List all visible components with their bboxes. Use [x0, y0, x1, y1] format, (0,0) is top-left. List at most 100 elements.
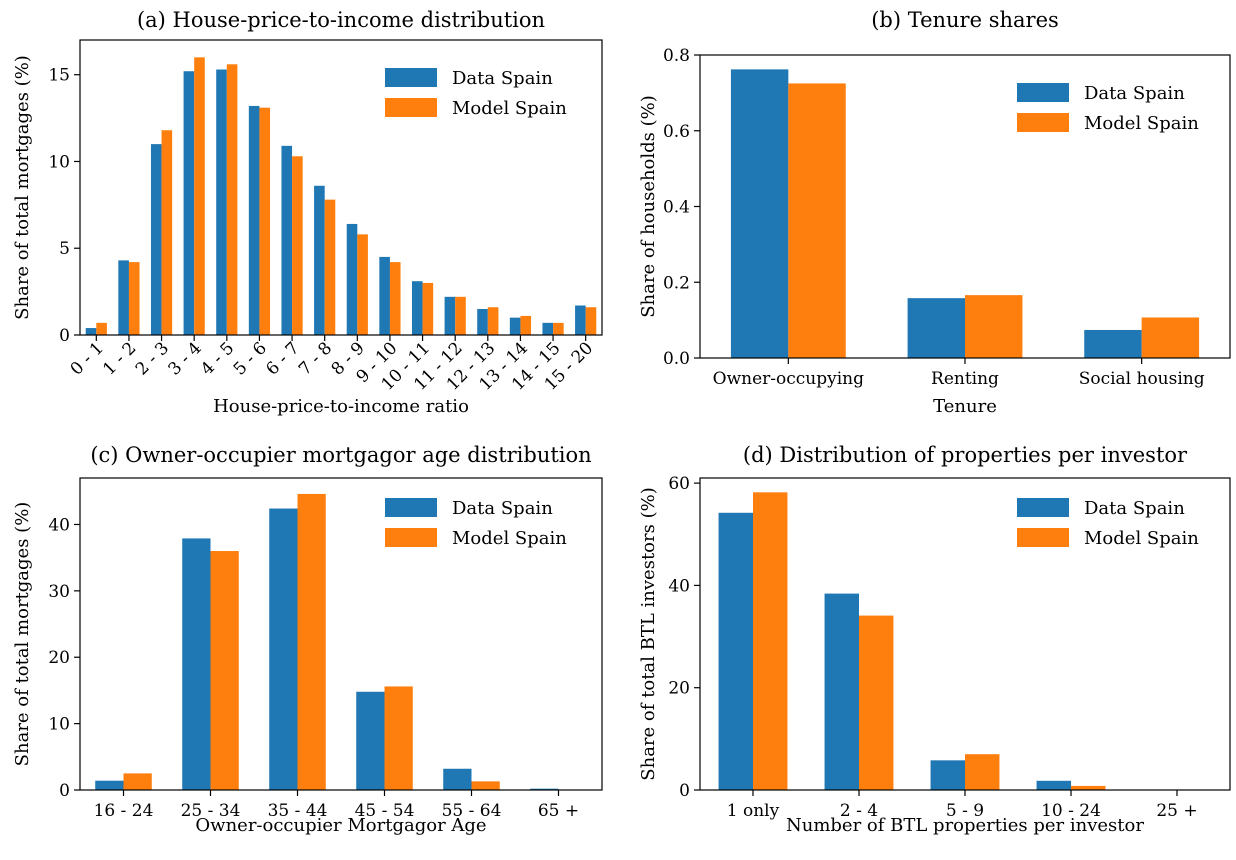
bar-model-1 — [859, 615, 894, 790]
bar-model-9 — [389, 262, 401, 335]
bar-data-0 — [85, 328, 97, 335]
chart-title: (a) House-price-to-income distribution — [137, 8, 545, 32]
y-tick-label: 0.4 — [663, 198, 690, 218]
bar-data-0 — [730, 69, 789, 358]
bar-model-0 — [96, 322, 107, 335]
bar-model-1 — [210, 551, 239, 790]
bar-model-0 — [753, 492, 788, 790]
bar-model-2 — [965, 754, 1000, 790]
x-axis-label: Tenure — [933, 396, 997, 417]
bar-data-3 — [1036, 780, 1071, 790]
legend: Data Spain Model Spain — [1017, 498, 1199, 549]
y-tick-label: 60 — [668, 474, 690, 494]
x-tick-label: Renting — [931, 369, 999, 389]
bar-data-10 — [411, 281, 423, 335]
bar-model-2 — [161, 130, 173, 335]
legend: Data Spain Model Spain — [385, 68, 567, 119]
bar-model-4 — [226, 64, 238, 335]
x-tick-label: 2 - 3 — [132, 338, 173, 379]
legend-swatch-data — [1017, 498, 1069, 517]
chart-panel-3: (d) Distribution of properties per inves… — [638, 443, 1231, 836]
chart-title: (d) Distribution of properties per inves… — [743, 443, 1188, 467]
legend: Data Spain Model Spain — [1017, 83, 1199, 134]
bar-data-15 — [575, 305, 586, 335]
bar-data-14 — [542, 322, 554, 335]
bar-model-12 — [487, 307, 499, 335]
legend-swatch-data — [1017, 83, 1069, 102]
x-tick-label: 35 - 44 — [268, 801, 328, 821]
bar-data-7 — [314, 185, 325, 335]
bar-model-3 — [1071, 785, 1106, 790]
y-tick-label: 40 — [48, 515, 70, 535]
bar-data-5 — [530, 788, 559, 790]
legend-swatch-model — [1017, 528, 1069, 547]
bar-data-2 — [930, 760, 965, 790]
legend-label: Model Spain — [452, 98, 567, 119]
bar-model-5 — [259, 107, 271, 335]
bar-model-0 — [123, 773, 152, 790]
bar-data-1 — [118, 260, 129, 335]
y-tick-label: 40 — [668, 576, 690, 596]
y-tick-label: 0.8 — [663, 46, 690, 66]
y-tick-label: 5 — [59, 239, 70, 259]
bar-model-4 — [471, 781, 500, 790]
x-tick-label: 3 - 4 — [165, 338, 206, 379]
bar-data-5 — [248, 105, 260, 335]
x-tick-label: 6 - 7 — [262, 338, 303, 379]
y-tick-label: 20 — [48, 648, 70, 668]
chart-panel-2: (c) Owner-occupier mortgagor age distrib… — [12, 443, 603, 836]
bar-data-11 — [444, 296, 456, 335]
bar-data-4 — [443, 768, 472, 790]
legend-label: Model Spain — [1084, 113, 1199, 134]
bar-data-13 — [509, 317, 521, 335]
bar-model-10 — [422, 282, 434, 335]
legend-label: Data Spain — [1084, 83, 1185, 104]
y-tick-label: 0.2 — [663, 273, 690, 293]
bar-model-1 — [128, 262, 140, 335]
bar-model-2 — [1141, 317, 1200, 358]
y-tick-label: 0 — [679, 781, 690, 801]
legend-swatch-model — [385, 98, 437, 117]
y-axis-label: Share of total mortgages (%) — [12, 502, 33, 767]
chart-title: (b) Tenure shares — [871, 8, 1059, 32]
bar-model-6 — [292, 156, 303, 335]
chart-panel-0: (a) House-price-to-income distribution 0 5… — [12, 8, 603, 417]
x-tick-label: 65 + — [538, 801, 579, 821]
chart-title: (c) Owner-occupier mortgagor age distrib… — [90, 443, 591, 467]
chart-panel-1: (b) Tenure shares 0.0 0.2 0.4 0.6 0.8 Owner-oc… — [638, 8, 1231, 417]
bar-model-1 — [965, 295, 1023, 358]
bar-data-3 — [356, 691, 385, 790]
legend-label: Data Spain — [452, 68, 553, 89]
bar-model-3 — [194, 57, 205, 336]
bar-model-13 — [520, 315, 532, 335]
x-axis-label: House-price-to-income ratio — [213, 396, 469, 417]
y-tick-label: 20 — [668, 679, 690, 699]
y-tick-label: 0.6 — [663, 122, 690, 142]
legend-label: Model Spain — [1084, 528, 1199, 549]
x-tick-label: Owner-occupying — [713, 369, 864, 389]
x-tick-label: 5 - 9 — [946, 801, 984, 821]
bar-data-4 — [216, 69, 227, 335]
x-tick-label: 10 - 24 — [1041, 801, 1101, 821]
x-tick-label: Social housing — [1079, 369, 1205, 389]
bar-data-8 — [346, 223, 358, 335]
plot-frame — [79, 39, 603, 336]
bar-model-7 — [324, 199, 336, 335]
bar-model-2 — [297, 493, 326, 790]
x-tick-label: 1 only — [727, 801, 780, 821]
y-axis-label: Share of total mortgages (%) — [12, 55, 33, 320]
legend-label: Data Spain — [1084, 498, 1185, 519]
bar-data-9 — [379, 256, 390, 335]
y-tick-label: 15 — [48, 66, 70, 86]
y-tick-label: 0.0 — [663, 349, 690, 369]
bar-data-1 — [824, 593, 859, 790]
bar-data-1 — [907, 298, 965, 358]
bar-model-15 — [585, 307, 597, 335]
bar-model-0 — [788, 83, 846, 358]
x-tick-label: 16 - 24 — [94, 801, 154, 821]
x-tick-label: 45 - 54 — [355, 801, 415, 821]
x-tick-label: 1 - 2 — [99, 338, 140, 379]
legend-swatch-data — [385, 498, 437, 517]
x-tick-label: 5 - 6 — [230, 338, 271, 379]
